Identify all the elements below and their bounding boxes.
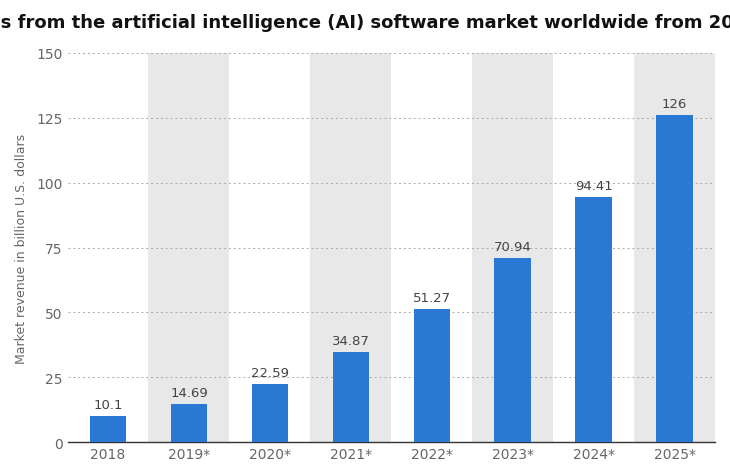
Bar: [252, 384, 288, 442]
Text: 34.87: 34.87: [332, 334, 370, 347]
Bar: [148, 54, 229, 442]
Text: 94.41: 94.41: [575, 180, 612, 193]
Bar: [494, 258, 531, 442]
Text: 126: 126: [662, 98, 687, 111]
Text: 14.69: 14.69: [170, 387, 208, 399]
Bar: [413, 309, 450, 442]
Bar: [472, 54, 553, 442]
Text: Revenues from the artificial intelligence (AI) software market worldwide from 20: Revenues from the artificial intelligenc…: [0, 14, 730, 32]
Text: 22.59: 22.59: [251, 366, 289, 379]
Bar: [391, 54, 472, 442]
Bar: [90, 416, 126, 442]
Text: 70.94: 70.94: [493, 241, 531, 254]
Bar: [333, 352, 369, 442]
Bar: [553, 54, 634, 442]
Text: 51.27: 51.27: [412, 292, 451, 305]
Bar: [310, 54, 391, 442]
Bar: [575, 198, 612, 442]
Bar: [634, 54, 715, 442]
Bar: [68, 54, 148, 442]
Bar: [656, 116, 693, 442]
Y-axis label: Market revenue in billion U.S. dollars: Market revenue in billion U.S. dollars: [15, 133, 28, 363]
Bar: [171, 404, 207, 442]
Text: 10.1: 10.1: [93, 398, 123, 411]
Bar: [229, 54, 310, 442]
